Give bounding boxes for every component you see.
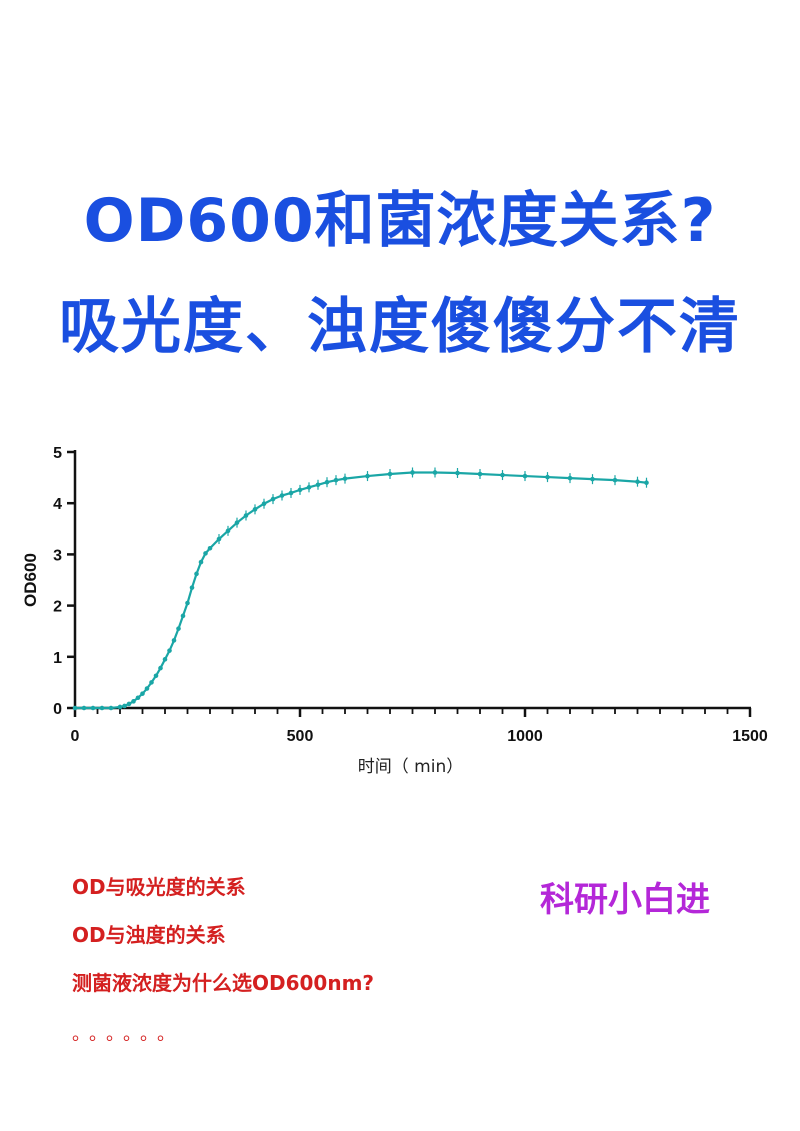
data-point (455, 470, 460, 476)
y-axis-title: OD600 (21, 553, 40, 607)
data-point (297, 487, 303, 493)
data-point (194, 571, 199, 577)
data-point (288, 490, 294, 496)
series-line (75, 471, 647, 710)
data-point (279, 493, 285, 498)
data-point (252, 507, 258, 512)
data-point (644, 480, 649, 486)
page-title-line-1: OD600和菌浓度关系? (83, 186, 717, 256)
data-point (203, 551, 208, 556)
data-point (522, 473, 528, 479)
data-point (176, 626, 181, 631)
data-point (149, 680, 154, 685)
x-tick-label: 500 (287, 728, 314, 745)
x-tick-label: 1500 (732, 728, 768, 745)
data-point (216, 536, 222, 542)
data-point (243, 513, 249, 518)
data-point (225, 528, 231, 534)
data-point (122, 703, 127, 709)
growth-curve-chart: 0 500 1000 1500 0 1 2 3 4 5 OD600 时间（ min） (21, 445, 768, 777)
data-point (324, 479, 330, 485)
data-point (545, 474, 550, 480)
bullet-why-od600: 测菌液浓度为什么选OD600nm? (72, 971, 375, 995)
y-tick-label: 3 (53, 547, 62, 564)
data-point (180, 613, 186, 619)
data-point (365, 473, 370, 479)
bullet-od-turbidity: OD与浊度的关系 (72, 923, 226, 947)
data-point (261, 501, 267, 507)
y-tick-label: 2 (53, 599, 62, 616)
data-point (90, 705, 96, 711)
x-tick-label: 1000 (507, 728, 543, 745)
data-point (72, 705, 78, 711)
data-point (333, 477, 339, 483)
data-point (81, 705, 87, 711)
series-od600 (72, 467, 649, 711)
data-point (140, 691, 145, 696)
data-point (306, 485, 312, 490)
data-point (185, 600, 190, 606)
data-point (131, 699, 136, 704)
data-point (117, 704, 123, 710)
data-point (153, 673, 159, 679)
bullet-list: OD与吸光度的关系 OD与浊度的关系 测菌液浓度为什么选OD600nm? 。。。… (72, 872, 374, 1046)
data-point (500, 472, 505, 478)
chart-axes (73, 450, 751, 710)
data-point (126, 701, 132, 707)
data-point (171, 638, 177, 643)
data-point (432, 470, 438, 475)
y-tick-label: 4 (53, 496, 62, 513)
data-point (167, 648, 172, 653)
data-point (135, 695, 141, 701)
x-axis-title: 时间（ min） (358, 757, 463, 777)
data-point (270, 496, 276, 502)
y-tick-label: 1 (53, 650, 62, 667)
data-point (410, 470, 415, 475)
data-point (99, 705, 105, 711)
data-point (315, 482, 321, 488)
x-tick-label: 0 (71, 728, 80, 745)
brand-label: 科研小白进 (540, 880, 710, 920)
data-point (108, 705, 114, 711)
x-axis-ticks: 0 500 1000 1500 (71, 708, 768, 745)
ellipsis-dots: 。。。。。。 (72, 1024, 183, 1045)
data-point (342, 476, 348, 481)
data-point (387, 471, 393, 477)
bullet-od-absorbance: OD与吸光度的关系 (72, 875, 246, 899)
data-point (612, 477, 618, 483)
y-tick-label: 5 (53, 445, 62, 462)
data-point (635, 479, 640, 484)
data-point (590, 476, 595, 482)
data-point (162, 657, 168, 662)
data-point (234, 520, 240, 525)
data-point (207, 545, 213, 551)
data-point (567, 475, 573, 481)
data-point (477, 471, 483, 477)
page-title-line-2: 吸光度、浊度傻傻分不清 (59, 292, 741, 362)
y-axis-ticks: 0 1 2 3 4 5 (53, 445, 75, 718)
data-point (144, 686, 150, 691)
data-point (198, 559, 204, 565)
data-point (158, 665, 163, 671)
data-point (189, 585, 195, 590)
y-tick-label: 0 (53, 701, 62, 718)
